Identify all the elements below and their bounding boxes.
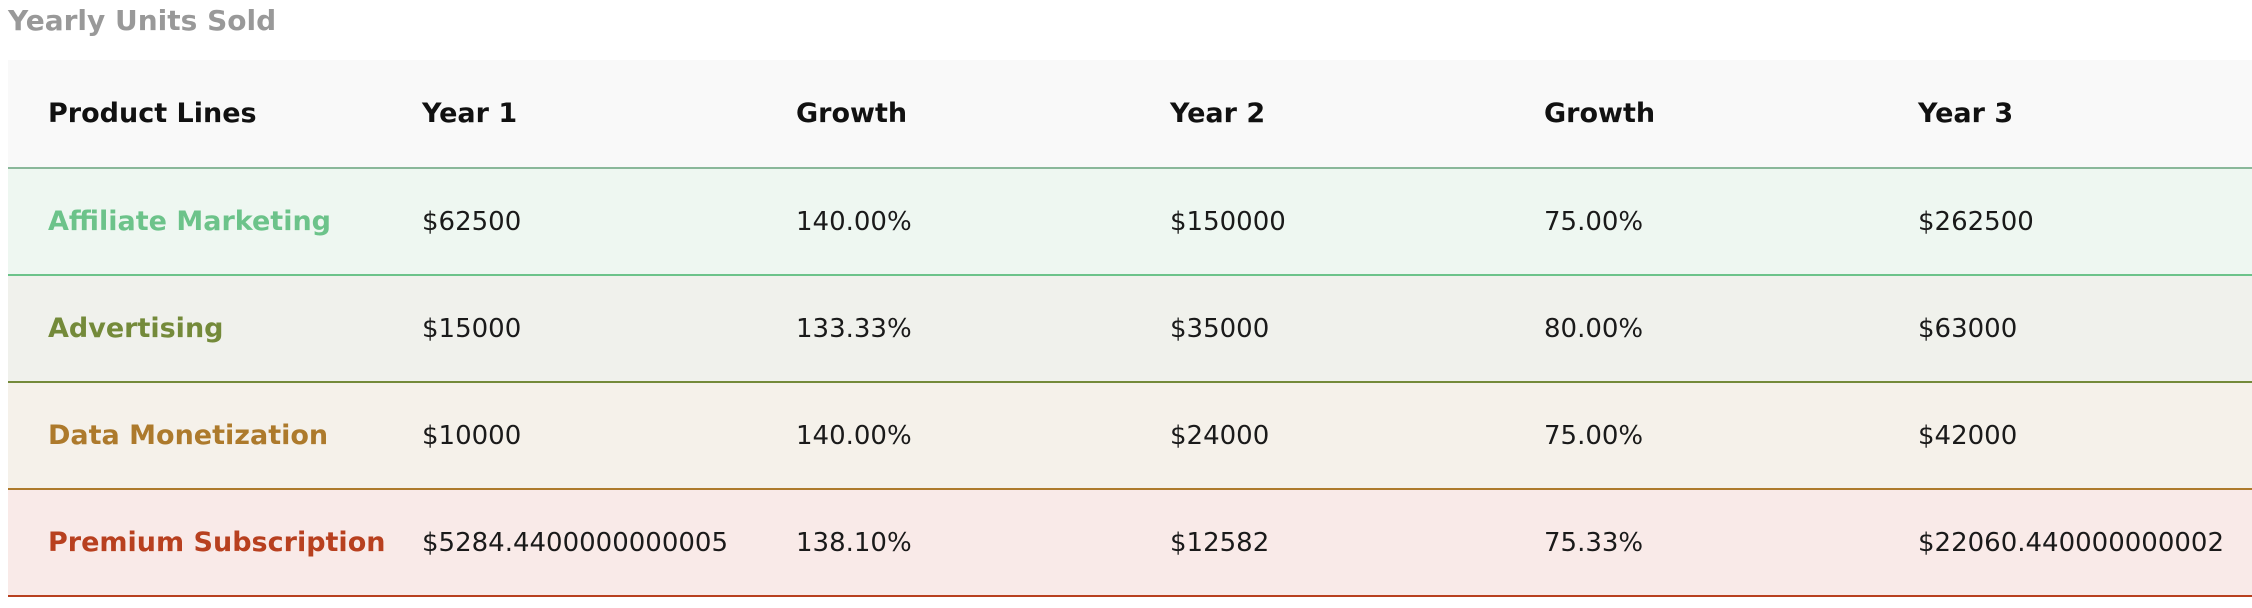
table-row: Premium Subscription $5284.4400000000005… <box>8 490 2252 597</box>
header-growth-2: Growth <box>1544 98 1656 129</box>
table-title: Yearly Units Sold <box>8 4 277 37</box>
growth-1-cell: 140.00% <box>796 206 912 237</box>
growth-1-cell: 133.33% <box>796 313 912 344</box>
year-2-cell: $12582 <box>1170 527 1270 558</box>
table-row: Advertising $15000 133.33% $35000 80.00%… <box>8 276 2252 383</box>
table-header-row: Product Lines Year 1 Growth Year 2 Growt… <box>8 60 2252 169</box>
header-year-2: Year 2 <box>1170 98 1266 129</box>
product-name-cell: Premium Subscription <box>48 527 386 558</box>
growth-2-cell: 75.33% <box>1544 527 1644 558</box>
product-name-cell: Advertising <box>48 313 224 344</box>
growth-2-cell: 75.00% <box>1544 420 1644 451</box>
units-sold-table: Product Lines Year 1 Growth Year 2 Growt… <box>8 60 2252 597</box>
year-1-cell: $10000 <box>422 420 522 451</box>
header-year-3: Year 3 <box>1918 98 2014 129</box>
year-1-cell: $15000 <box>422 313 522 344</box>
year-1-cell: $5284.4400000000005 <box>422 527 729 558</box>
header-product-lines: Product Lines <box>48 98 257 129</box>
growth-2-cell: 75.00% <box>1544 206 1644 237</box>
year-2-cell: $35000 <box>1170 313 1270 344</box>
year-3-cell: $42000 <box>1918 420 2018 451</box>
header-year-1: Year 1 <box>422 98 518 129</box>
product-name-cell: Affiliate Marketing <box>48 206 332 237</box>
year-3-cell: $262500 <box>1918 206 2034 237</box>
year-3-cell: $22060.440000000002 <box>1918 527 2225 558</box>
table-row: Data Monetization $10000 140.00% $24000 … <box>8 383 2252 490</box>
growth-1-cell: 138.10% <box>796 527 912 558</box>
growth-2-cell: 80.00% <box>1544 313 1644 344</box>
header-growth-1: Growth <box>796 98 908 129</box>
year-1-cell: $62500 <box>422 206 522 237</box>
growth-1-cell: 140.00% <box>796 420 912 451</box>
year-2-cell: $150000 <box>1170 206 1286 237</box>
product-name-cell: Data Monetization <box>48 420 329 451</box>
year-2-cell: $24000 <box>1170 420 1270 451</box>
year-3-cell: $63000 <box>1918 313 2018 344</box>
table-row: Affiliate Marketing $62500 140.00% $1500… <box>8 169 2252 276</box>
